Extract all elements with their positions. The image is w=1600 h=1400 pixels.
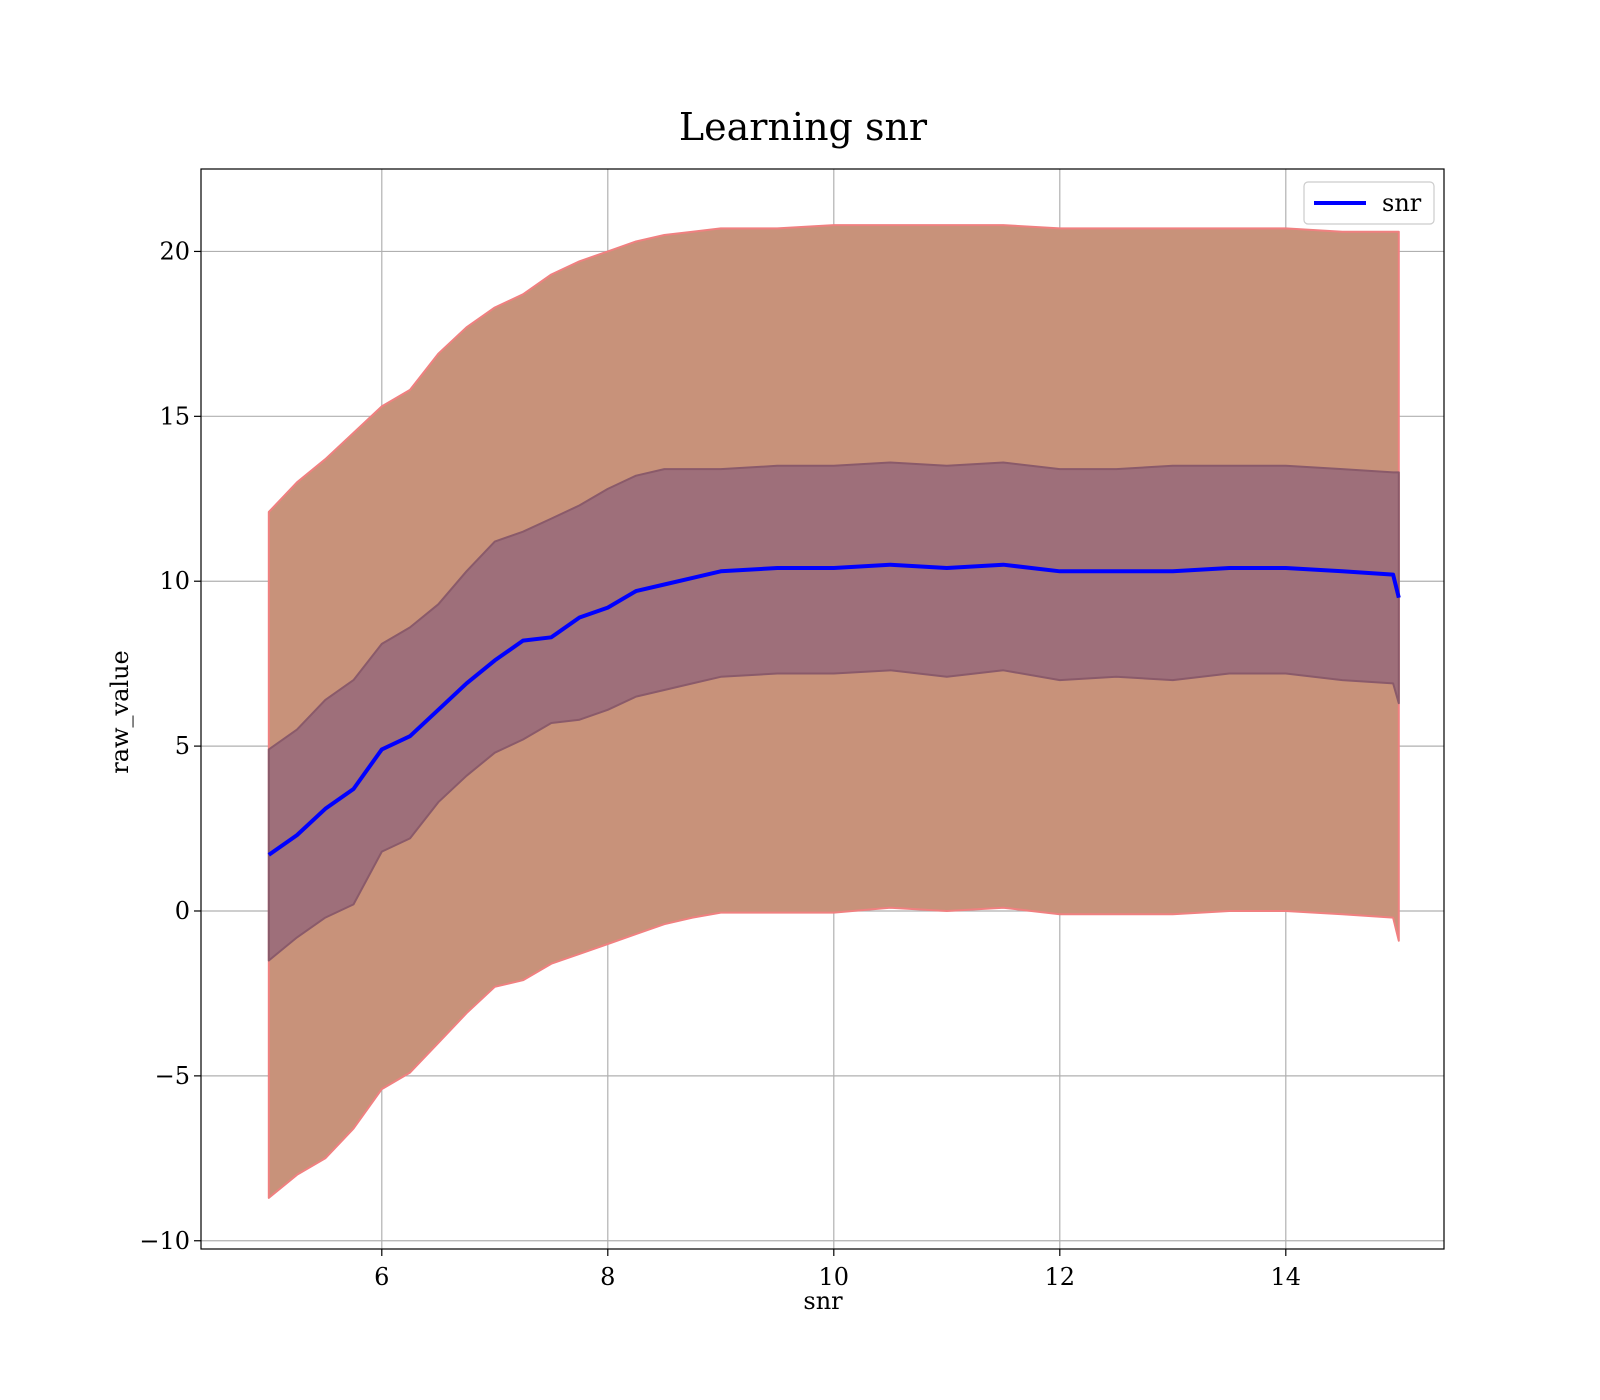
series-line-snr [267,562,1401,857]
series-lines [267,562,1401,857]
x-tick-label: 14 [1271,1263,1302,1291]
legend-label-snr: snr [1382,189,1422,217]
y-tick-label: 5 [175,732,190,760]
y-axis-label: raw_value [106,650,134,774]
y-tick-label: 10 [159,567,190,595]
legend: snr [1303,181,1435,225]
y-tick-label: 0 [175,897,190,925]
x-axis-label: snr [803,1287,843,1315]
legend-box [1303,181,1435,225]
std-band-2 [267,461,1400,962]
x-tick-label: 6 [374,1263,389,1291]
plot-area: 6 8 10 12 14 −10 −5 0 5 10 15 20 [139,168,1445,1291]
y-tick-label: −5 [155,1062,190,1090]
plot-frame [200,168,1445,1250]
y-tick-label: 15 [159,402,190,430]
x-tick-label: 12 [1045,1263,1076,1291]
y-axis-ticks: −10 −5 0 5 10 15 20 [139,237,201,1255]
std-bands [267,224,1400,1199]
x-tick-label: 10 [819,1263,850,1291]
y-tick-label: −10 [139,1227,190,1255]
chart-title: Learning snr [679,105,928,149]
x-tick-label: 8 [600,1263,615,1291]
y-tick-label: 20 [159,237,190,265]
x-axis-ticks: 6 8 10 12 14 [374,1249,1301,1291]
